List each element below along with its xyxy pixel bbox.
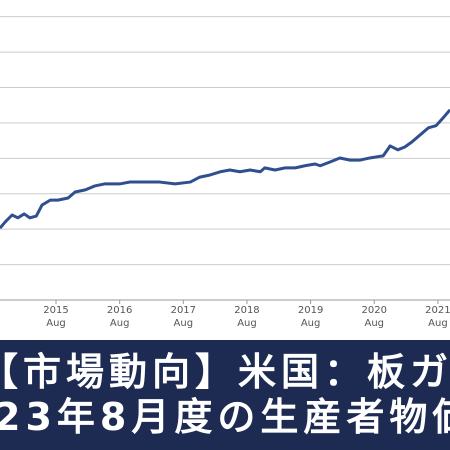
- x-tick-label: Aug: [428, 318, 448, 329]
- x-tick-label: 2015: [43, 305, 68, 316]
- x-tick-label: 2017: [171, 305, 196, 316]
- x-tick-label: Aug: [174, 318, 194, 329]
- x-tick-label: 2016: [107, 305, 132, 316]
- x-tick-label: Aug: [364, 318, 384, 329]
- x-tick-label: 2019: [298, 305, 323, 316]
- x-tick-label: 2020: [362, 305, 387, 316]
- banner-line: 23年8月度の生産者物価: [0, 395, 450, 439]
- plot: 2015 Aug 2016 Aug 2017 Aug 2018 Aug 2019 Aug 2020 A…: [0, 16, 450, 329]
- line: [0, 108, 450, 230]
- banner-line: 【市場動向】米国：板ガラ: [0, 350, 450, 394]
- x-tick-label: Aug: [110, 318, 130, 329]
- banner-background: [0, 340, 450, 450]
- x-tick-label: Aug: [237, 318, 257, 329]
- x-tick-label: 2021: [425, 305, 450, 316]
- x-tick-label: Aug: [46, 318, 66, 329]
- x-tick-label: 2018: [234, 305, 259, 316]
- x-tick-label: Aug: [301, 318, 321, 329]
